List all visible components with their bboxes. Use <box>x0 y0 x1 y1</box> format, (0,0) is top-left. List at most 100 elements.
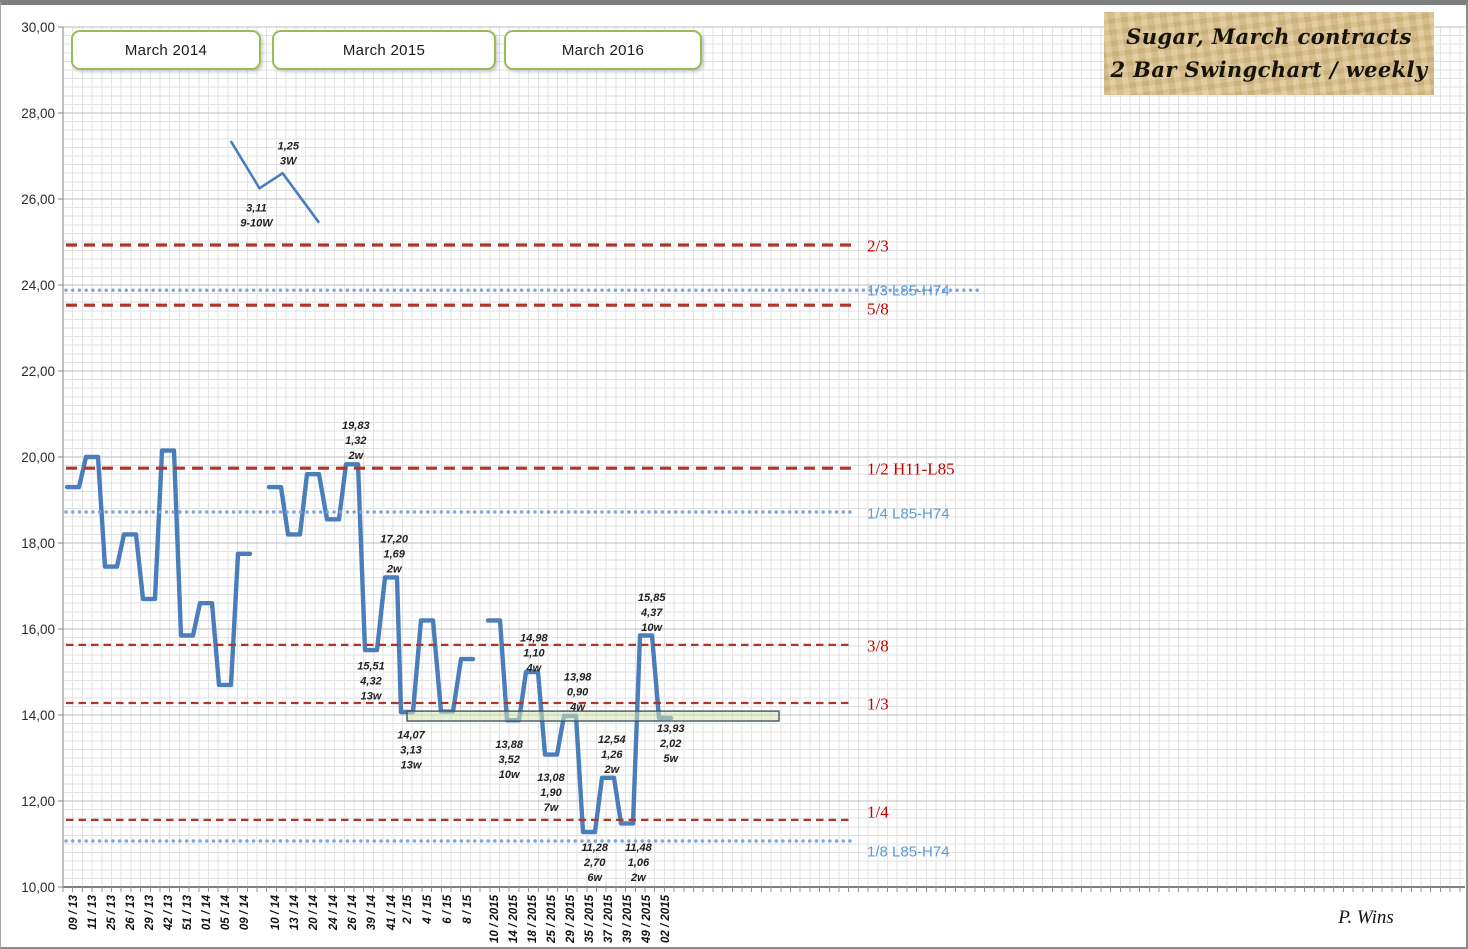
x-axis-label: 25 / 13 <box>106 894 118 931</box>
axes <box>58 26 1465 892</box>
y-axis-label: 16,00 <box>21 622 55 637</box>
period-button-march-2016[interactable]: March 2016 <box>504 30 702 70</box>
swing-annotations: 1,25 3W 3,11 9-10W 19,83 1,32 2w 17,20 1,69 2w 15,… <box>240 140 684 884</box>
annotation-text: 9-10W <box>240 218 274 230</box>
annotation-text: 2w <box>603 764 620 776</box>
x-axis-label: 35 / 2015 <box>584 894 596 943</box>
reference-line-label: 1/4 L85-H74 <box>867 506 950 523</box>
gridlines <box>63 26 1465 888</box>
annotation-text: 2w <box>347 450 364 462</box>
annotation-text: 1,06 <box>628 857 650 869</box>
annotation-text: 3,13 <box>400 744 421 756</box>
reference-line-label: 1/3 <box>867 695 889 714</box>
annotation-text: 6w <box>587 872 603 884</box>
annotation-text: 1,69 <box>383 549 405 561</box>
author-credit: P. Wins <box>1338 907 1394 928</box>
annotation-text: 4w <box>569 701 586 713</box>
x-axis-labels: 09 / 13 11 / 13 25 / 13 26 / 13 29 / 13 42 / … <box>68 894 672 944</box>
annotation-text: 0,90 <box>567 686 589 698</box>
x-axis-label: 49 / 2015 <box>641 894 653 944</box>
reference-line-label: 1/8 L85-H74 <box>867 844 950 861</box>
x-axis-label: 24 / 14 <box>328 894 340 931</box>
annotation-text: 12,54 <box>598 734 626 746</box>
x-axis-label: 18 / 2015 <box>527 894 539 943</box>
annotation-text: 5w <box>663 753 679 765</box>
annotation-text: 2,02 <box>659 738 681 750</box>
annotation-text: 13w <box>401 759 423 771</box>
swing-chart-canvas: 30,00 28,00 26,00 24,00 22,00 20,00 18,00 16,00… <box>21 20 1465 944</box>
period-button-label: March 2016 <box>561 41 645 59</box>
period-button-march-2014[interactable]: March 2014 <box>71 30 261 70</box>
y-axis-label: 28,00 <box>21 106 55 121</box>
x-axis-label: 01 / 14 <box>201 894 213 930</box>
y-axis-labels: 30,00 28,00 26,00 24,00 22,00 20,00 18,00 16,00… <box>21 20 55 895</box>
y-axis-label: 10,00 <box>21 880 55 895</box>
swing-segment-march-2015-contract <box>266 462 476 715</box>
annotation-text: 13,88 <box>495 739 523 751</box>
annotation-text: 4w <box>526 663 543 675</box>
period-button-label: March 2015 <box>342 41 426 59</box>
y-axis-label: 30,00 <box>21 20 55 35</box>
annotation-text: 1,10 <box>523 648 545 660</box>
annotation-text: 11,28 <box>581 842 609 854</box>
swing-segment-upper-swing-fragment <box>229 140 321 224</box>
annotation-text: 14,98 <box>520 633 548 645</box>
x-axis-label: 20 / 14 <box>308 894 320 931</box>
x-axis-label: 10 / 14 <box>270 894 282 930</box>
chart-title-line2: 2 Bar Swingchart / weekly <box>1110 56 1428 82</box>
x-axis-label: 4 / 15 <box>422 894 434 924</box>
x-axis-label: 11 / 13 <box>87 894 99 929</box>
annotation-text: 19,83 <box>342 420 370 432</box>
annotation-text: 10w <box>499 769 521 781</box>
x-axis-label: 2 / 15 <box>402 894 414 924</box>
period-button-label: March 2014 <box>124 41 208 59</box>
annotation-text: 10w <box>641 622 663 634</box>
annotation-text: 15,85 <box>638 592 666 604</box>
y-axis-label: 24,00 <box>21 278 55 293</box>
x-axis-label: 37 / 2015 <box>603 894 615 943</box>
reference-line-label: 1/4 <box>867 802 889 821</box>
annotation-text: 13w <box>361 691 383 703</box>
y-axis-label: 20,00 <box>21 450 55 465</box>
annotation-text: 4,37 <box>640 607 663 619</box>
x-axis-label: 09 / 13 <box>68 894 80 930</box>
x-axis-label: 8 / 15 <box>462 894 474 923</box>
annotation-text: 15,51 <box>357 661 385 673</box>
x-axis-label: 51 / 13 <box>182 894 194 930</box>
annotation-text: 11,48 <box>625 842 653 854</box>
annotation-text: 4,32 <box>359 676 381 688</box>
annotation-text: 1,25 <box>278 140 300 152</box>
x-axis-label: 25 / 2015 <box>546 894 558 944</box>
y-axis-label: 14,00 <box>21 708 55 723</box>
annotation-text: 7w <box>544 802 560 814</box>
x-axis-label: 09 / 14 <box>239 894 251 930</box>
reference-line-label: 2/3 <box>867 237 889 256</box>
annotation-text: 1,26 <box>601 749 623 761</box>
x-axis-label: 41 / 14 <box>386 894 398 931</box>
y-axis-label: 26,00 <box>21 192 55 207</box>
annotation-text: 13,08 <box>537 772 565 784</box>
x-axis-label: 10 / 2015 <box>489 894 501 943</box>
x-axis-label: 6 / 15 <box>442 894 454 923</box>
x-axis-label: 26 / 13 <box>125 894 137 931</box>
reference-line-label: 1/3 L85-H74 <box>867 283 950 300</box>
annotation-text: 14,07 <box>397 729 425 741</box>
annotation-text: 2w <box>386 564 403 576</box>
x-axis-label: 05 / 14 <box>220 894 232 930</box>
y-axis-label: 12,00 <box>21 794 55 809</box>
annotation-text: 1,32 <box>345 435 366 447</box>
period-button-march-2015[interactable]: March 2015 <box>272 30 496 70</box>
x-axis-label: 29 / 13 <box>144 894 156 931</box>
x-axis-label: 29 / 2015 <box>565 894 577 944</box>
x-axis-label: 26 / 14 <box>347 894 359 931</box>
y-axis-label: 22,00 <box>21 364 55 379</box>
x-axis-label: 13 / 14 <box>289 894 301 930</box>
chart-title-box: Sugar, March contracts 2 Bar Swingchart … <box>1104 12 1434 95</box>
annotation-text: 1,90 <box>540 787 562 799</box>
annotation-text: 2w <box>630 872 647 884</box>
x-axis-label: 39 / 14 <box>366 894 378 930</box>
swing-segment-march-2016-contract <box>485 618 674 835</box>
annotation-text: 13,93 <box>657 723 685 735</box>
